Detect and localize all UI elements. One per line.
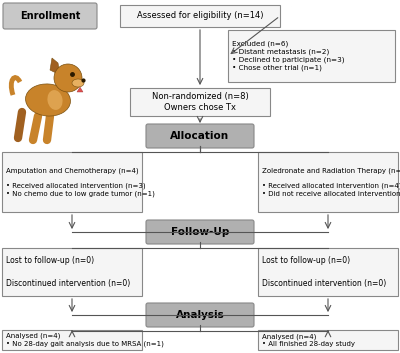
Text: Non-randomized (n=8)
Owners chose Tx: Non-randomized (n=8) Owners chose Tx xyxy=(152,92,248,112)
FancyBboxPatch shape xyxy=(228,30,395,82)
Text: Follow-Up: Follow-Up xyxy=(171,227,229,237)
Text: Lost to follow-up (n=0)

Discontinued intervention (n=0): Lost to follow-up (n=0) Discontinued int… xyxy=(262,256,386,288)
Text: Analysed (n=4)
• No 28-day gait analysis due to MRSA (n=1): Analysed (n=4) • No 28-day gait analysis… xyxy=(6,333,164,347)
FancyBboxPatch shape xyxy=(146,220,254,244)
Text: Analysis: Analysis xyxy=(176,310,224,320)
FancyBboxPatch shape xyxy=(3,3,97,29)
Text: Amputation and Chemotherapy (n=4)

• Received allocated intervention (n=3)
• No : Amputation and Chemotherapy (n=4) • Rece… xyxy=(6,167,155,197)
FancyBboxPatch shape xyxy=(2,152,142,212)
FancyBboxPatch shape xyxy=(130,88,270,116)
Text: Lost to follow-up (n=0)

Discontinued intervention (n=0): Lost to follow-up (n=0) Discontinued int… xyxy=(6,256,130,288)
Ellipse shape xyxy=(72,79,84,87)
Polygon shape xyxy=(50,58,60,75)
FancyBboxPatch shape xyxy=(146,124,254,148)
FancyBboxPatch shape xyxy=(258,248,398,296)
Text: Allocation: Allocation xyxy=(170,131,230,141)
Ellipse shape xyxy=(48,90,62,110)
Text: Excluded (n=6)
• Distant metastasis (n=2)
• Declined to participate (n=3)
• Chos: Excluded (n=6) • Distant metastasis (n=2… xyxy=(232,41,344,71)
FancyBboxPatch shape xyxy=(2,248,142,296)
Text: Analysed (n=4)
• All finished 28-day study: Analysed (n=4) • All finished 28-day stu… xyxy=(262,333,355,347)
Ellipse shape xyxy=(26,84,70,116)
Circle shape xyxy=(54,64,82,92)
Text: Zoledronate and Radiation Therapy (n=4)

• Received allocated intervention (n=4): Zoledronate and Radiation Therapy (n=4) … xyxy=(262,167,400,197)
Text: Enrollment: Enrollment xyxy=(20,11,80,21)
FancyBboxPatch shape xyxy=(120,5,280,27)
FancyBboxPatch shape xyxy=(146,303,254,327)
Polygon shape xyxy=(77,87,83,92)
FancyBboxPatch shape xyxy=(258,152,398,212)
FancyBboxPatch shape xyxy=(2,330,142,350)
Text: Assessed for eligibility (n=14): Assessed for eligibility (n=14) xyxy=(137,12,263,20)
FancyBboxPatch shape xyxy=(258,330,398,350)
